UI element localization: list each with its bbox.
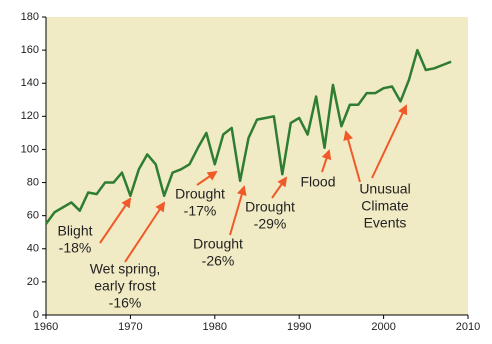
arrow bbox=[371, 104, 408, 179]
annotation-arrows bbox=[99, 104, 408, 263]
annotation: early frost bbox=[94, 278, 156, 294]
annotation: Drought bbox=[175, 186, 225, 202]
x-tick-label: 1990 bbox=[287, 321, 311, 333]
annotation: -18% bbox=[59, 240, 92, 256]
x-tick-label: 2000 bbox=[371, 321, 395, 333]
arrow bbox=[99, 197, 132, 244]
y-tick-label: 80 bbox=[27, 176, 39, 188]
y-tick-label: 20 bbox=[27, 276, 39, 288]
x-tick-label: 1980 bbox=[203, 321, 227, 333]
annotation: Blight bbox=[57, 223, 92, 239]
y-tick-label: 140 bbox=[21, 77, 39, 89]
y-tick-label: 180 bbox=[21, 11, 39, 23]
annotation: Unusual bbox=[359, 181, 410, 197]
annotation: -16% bbox=[109, 295, 142, 311]
x-tick-label: 1960 bbox=[34, 321, 58, 333]
annotation: Drought bbox=[245, 199, 295, 215]
arrow bbox=[321, 149, 332, 173]
arrow bbox=[229, 185, 247, 236]
plot-area bbox=[46, 17, 468, 315]
y-tick-label: 160 bbox=[21, 44, 39, 56]
arrow bbox=[124, 201, 166, 263]
y-tick-label: 100 bbox=[21, 143, 39, 155]
arrow bbox=[196, 170, 218, 186]
annotation: -26% bbox=[202, 253, 235, 269]
arrow bbox=[343, 130, 361, 183]
y-tick-label: 60 bbox=[27, 210, 39, 222]
annotation: -17% bbox=[184, 203, 217, 219]
annotation: Climate bbox=[361, 198, 409, 214]
y-tick-label: 40 bbox=[27, 243, 39, 255]
annotation: Events bbox=[364, 215, 407, 231]
annotation: Flood bbox=[300, 174, 335, 190]
y-tick-label: 0 bbox=[33, 309, 39, 321]
x-tick-label: 2010 bbox=[456, 321, 480, 333]
annotation: -29% bbox=[254, 216, 287, 232]
data-line bbox=[44, 48, 452, 225]
annotation: Wet spring, bbox=[90, 261, 161, 277]
x-tick-label: 1970 bbox=[118, 321, 142, 333]
arrow bbox=[271, 176, 288, 199]
annotation: Drought bbox=[193, 236, 243, 252]
y-tick-label: 120 bbox=[21, 110, 39, 122]
